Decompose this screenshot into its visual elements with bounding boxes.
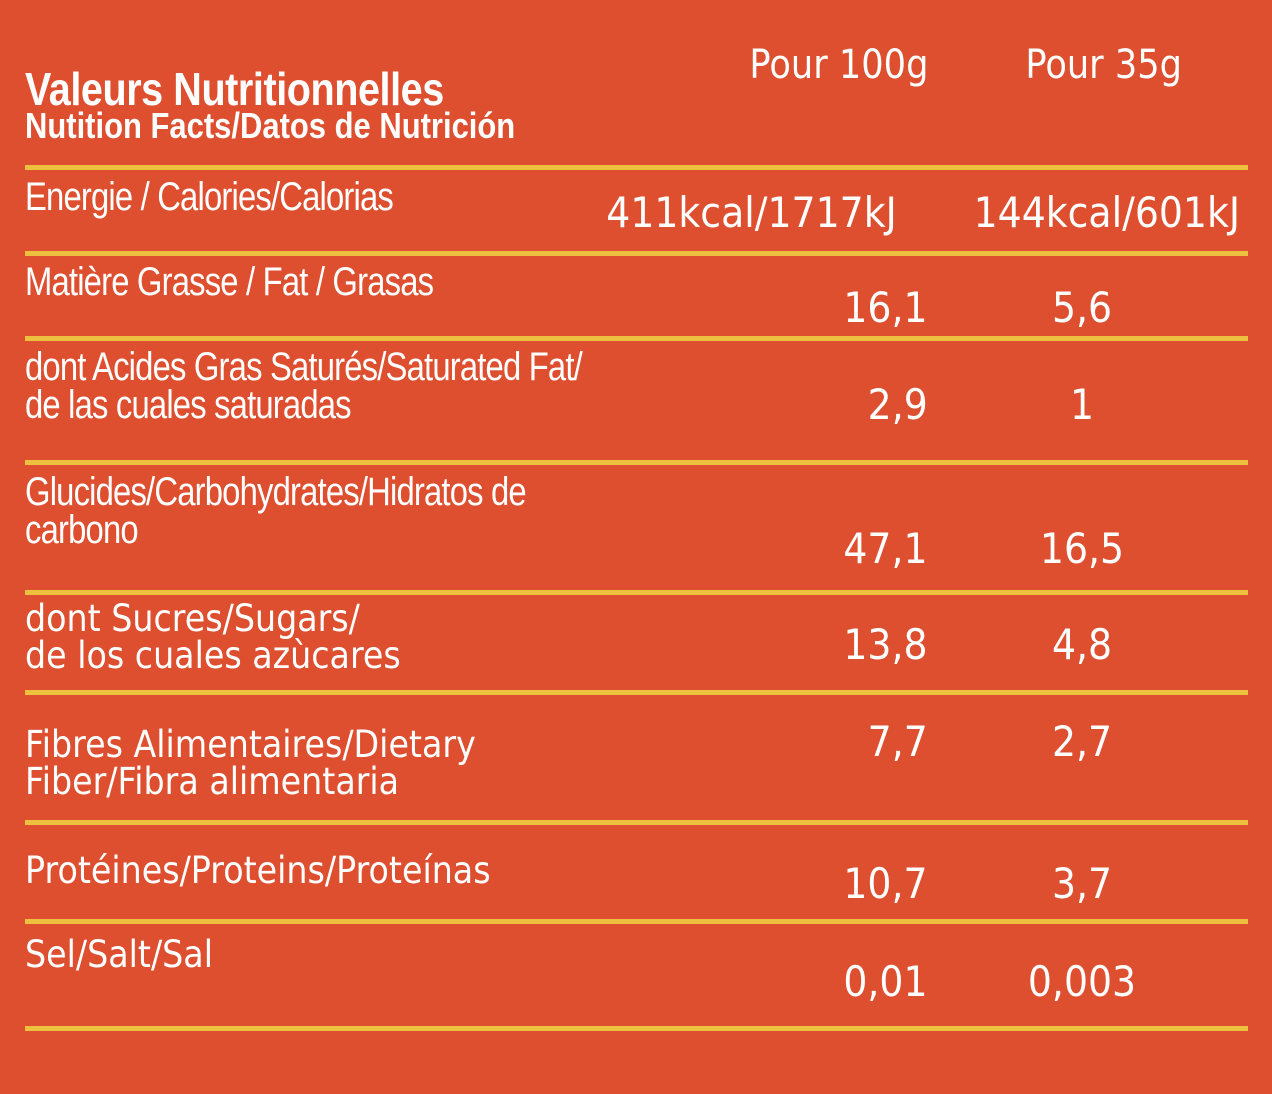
column-header-100g: Pour 100g [748, 42, 928, 88]
value-100g-carbohydrates: 47,1 [843, 524, 928, 573]
label-line: carbono [25, 508, 139, 552]
divider [25, 336, 1248, 341]
value-35g-fiber: 2,7 [1051, 717, 1113, 766]
value-35g-protein: 3,7 [1051, 859, 1113, 908]
value-35g-energy: 144kcal/601kJ [973, 188, 1240, 237]
divider [25, 820, 1248, 825]
label-line: dont Sucres/Sugars/ [25, 597, 360, 640]
value-100g-fat: 16,1 [843, 283, 928, 332]
value-35g-sugars: 4,8 [1051, 620, 1113, 669]
row-label-sugars: dont Sucres/Sugars/ de los cuales azùcar… [25, 600, 401, 674]
divider [25, 1026, 1248, 1031]
row-label-fiber: Fibres Alimentaires/Dietary Fiber/Fibra … [25, 726, 476, 800]
value-35g-salt: 0,003 [1027, 957, 1137, 1006]
value-35g-carbohydrates: 16,5 [1039, 524, 1125, 573]
column-header-35g: Pour 35g [1025, 42, 1182, 88]
row-label-energy: Energie / Calories/Calorias [25, 175, 394, 219]
row-label-salt: Sel/Salt/Sal [25, 933, 213, 976]
value-100g-protein: 10,7 [843, 859, 928, 908]
value-100g-sugars: 13,8 [843, 620, 928, 669]
divider [25, 165, 1248, 170]
row-label-carbohydrates: Glucides/Carbohydrates/Hidratos de carbo… [25, 470, 527, 552]
label-line: Fibres Alimentaires/Dietary [25, 723, 476, 766]
label-line: dont Acides Gras Saturés/Saturated Fat/ [25, 345, 583, 389]
label-line: de las cuales saturadas [25, 383, 352, 427]
divider [25, 919, 1248, 924]
label-line: Fiber/Fibra alimentaria [25, 760, 400, 803]
value-100g-energy: 411kcal/1717kJ [606, 188, 897, 237]
value-100g-saturated-fat: 2,9 [867, 380, 928, 429]
divider [25, 251, 1248, 256]
row-label-protein: Protéines/Proteins/Proteínas [25, 849, 491, 892]
value-100g-salt: 0,01 [843, 957, 928, 1006]
divider [25, 460, 1248, 465]
value-35g-saturated-fat: 1 [1069, 380, 1095, 429]
value-35g-fat: 5,6 [1051, 283, 1113, 332]
label-line: Glucides/Carbohydrates/Hidratos de [25, 470, 527, 514]
divider [25, 690, 1248, 695]
subtitle: Nutition Facts/Datos de Nutrición [25, 105, 516, 146]
divider [25, 590, 1248, 595]
value-100g-fiber: 7,7 [867, 717, 928, 766]
row-label-fat: Matière Grasse / Fat / Grasas [25, 260, 434, 304]
label-line: de los cuales azùcares [25, 634, 401, 677]
row-label-saturated-fat: dont Acides Gras Saturés/Saturated Fat/ … [25, 345, 583, 427]
title: Valeurs Nutritionnelles [25, 63, 444, 115]
